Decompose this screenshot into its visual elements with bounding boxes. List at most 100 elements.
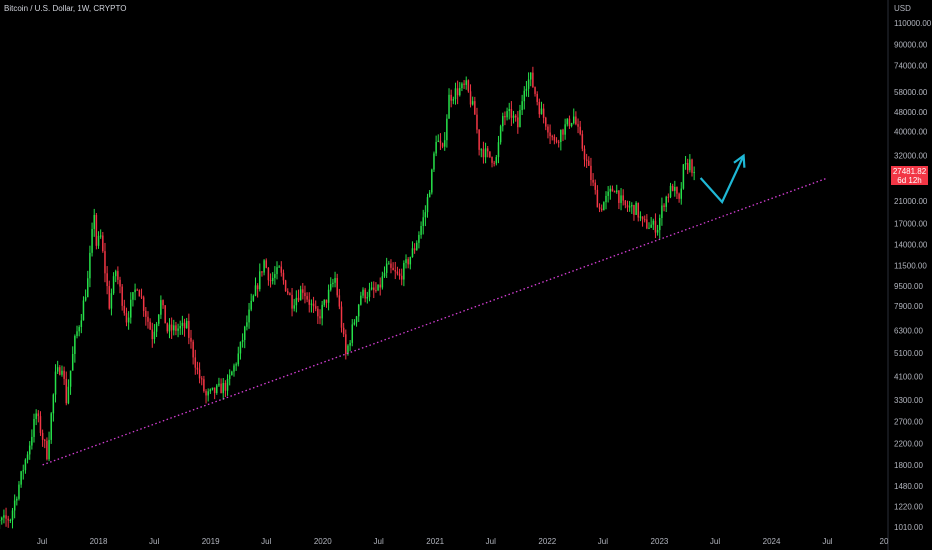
candle bbox=[435, 135, 437, 157]
candle-body bbox=[9, 520, 12, 522]
candle-body bbox=[145, 310, 147, 317]
candle bbox=[631, 202, 633, 214]
candle bbox=[390, 259, 392, 274]
candle bbox=[422, 209, 424, 235]
candle bbox=[353, 319, 356, 326]
candle-body bbox=[476, 114, 478, 130]
candle-body bbox=[493, 162, 495, 164]
candle-body bbox=[452, 99, 455, 101]
candle bbox=[310, 299, 313, 313]
candle-body bbox=[203, 379, 205, 392]
candle bbox=[532, 66, 534, 88]
candle bbox=[555, 137, 558, 144]
candle bbox=[370, 281, 373, 291]
candle-body bbox=[497, 142, 500, 158]
candle-body bbox=[65, 378, 68, 404]
candle bbox=[674, 180, 676, 197]
candle-body bbox=[349, 342, 351, 346]
candle bbox=[71, 346, 74, 371]
candle bbox=[562, 128, 564, 142]
candle-body bbox=[540, 108, 543, 115]
candle-body bbox=[566, 118, 569, 125]
candle-body bbox=[368, 289, 371, 297]
candle-body bbox=[594, 182, 596, 190]
candle-body bbox=[469, 91, 472, 105]
candle bbox=[392, 262, 394, 271]
candle bbox=[84, 289, 87, 302]
candle bbox=[622, 189, 624, 206]
y-tick-label: 1800.00 bbox=[894, 461, 923, 470]
candle bbox=[551, 134, 553, 141]
candle bbox=[181, 315, 184, 335]
y-tick-label: 6300.00 bbox=[894, 326, 923, 335]
candle bbox=[366, 291, 369, 304]
candle bbox=[523, 86, 526, 110]
candle bbox=[669, 182, 672, 199]
candle bbox=[175, 321, 177, 336]
candle bbox=[652, 218, 655, 230]
candle bbox=[231, 370, 233, 376]
candle-body bbox=[351, 324, 354, 343]
candle-body bbox=[392, 267, 394, 271]
candle bbox=[411, 241, 414, 258]
candle-body bbox=[504, 116, 506, 118]
candle bbox=[355, 315, 358, 327]
candle bbox=[314, 300, 317, 312]
candle-body bbox=[426, 197, 429, 213]
candle-body bbox=[441, 143, 444, 147]
candle bbox=[7, 515, 9, 528]
candle bbox=[46, 437, 48, 461]
candle bbox=[499, 124, 502, 145]
candle bbox=[185, 317, 188, 329]
candle-body bbox=[512, 115, 515, 118]
candle-body bbox=[325, 299, 328, 303]
candle-body bbox=[416, 242, 418, 251]
candle-body bbox=[138, 290, 141, 297]
candle bbox=[448, 88, 450, 119]
candle bbox=[459, 82, 461, 97]
candle bbox=[274, 266, 276, 285]
candle bbox=[641, 216, 644, 227]
candle-body bbox=[76, 331, 78, 337]
candle-body bbox=[179, 325, 181, 329]
candle bbox=[179, 320, 181, 335]
candle bbox=[437, 134, 440, 143]
candle bbox=[637, 202, 640, 222]
candle bbox=[127, 311, 130, 330]
candle bbox=[624, 200, 627, 209]
candle-body bbox=[611, 188, 614, 192]
candle-body bbox=[48, 439, 50, 460]
candle-body bbox=[459, 88, 461, 96]
candle-body bbox=[407, 259, 409, 265]
candle bbox=[471, 96, 474, 106]
candle bbox=[110, 288, 113, 316]
candle bbox=[560, 129, 562, 151]
candle bbox=[280, 261, 283, 277]
candle-body bbox=[41, 432, 44, 440]
candle bbox=[439, 133, 442, 151]
candle-body bbox=[102, 235, 104, 252]
candle-body bbox=[13, 500, 16, 511]
candle bbox=[529, 72, 532, 87]
candle bbox=[659, 214, 661, 239]
x-tick-label: 2023 bbox=[651, 537, 669, 546]
candle-body bbox=[295, 297, 298, 306]
candle-body bbox=[246, 322, 248, 327]
x-tick-label: 2021 bbox=[426, 537, 444, 546]
candle bbox=[35, 409, 37, 426]
candle bbox=[254, 277, 257, 297]
candle-body bbox=[581, 134, 584, 149]
candle-body bbox=[345, 334, 347, 354]
candle-body bbox=[134, 289, 136, 293]
candle-body bbox=[263, 260, 265, 273]
candle bbox=[104, 242, 106, 283]
candle bbox=[403, 260, 405, 287]
candle-body bbox=[218, 383, 220, 386]
candle-body bbox=[127, 317, 130, 323]
candle bbox=[474, 96, 476, 115]
candle bbox=[155, 321, 158, 338]
candle bbox=[357, 303, 360, 322]
candle-body bbox=[626, 205, 629, 208]
